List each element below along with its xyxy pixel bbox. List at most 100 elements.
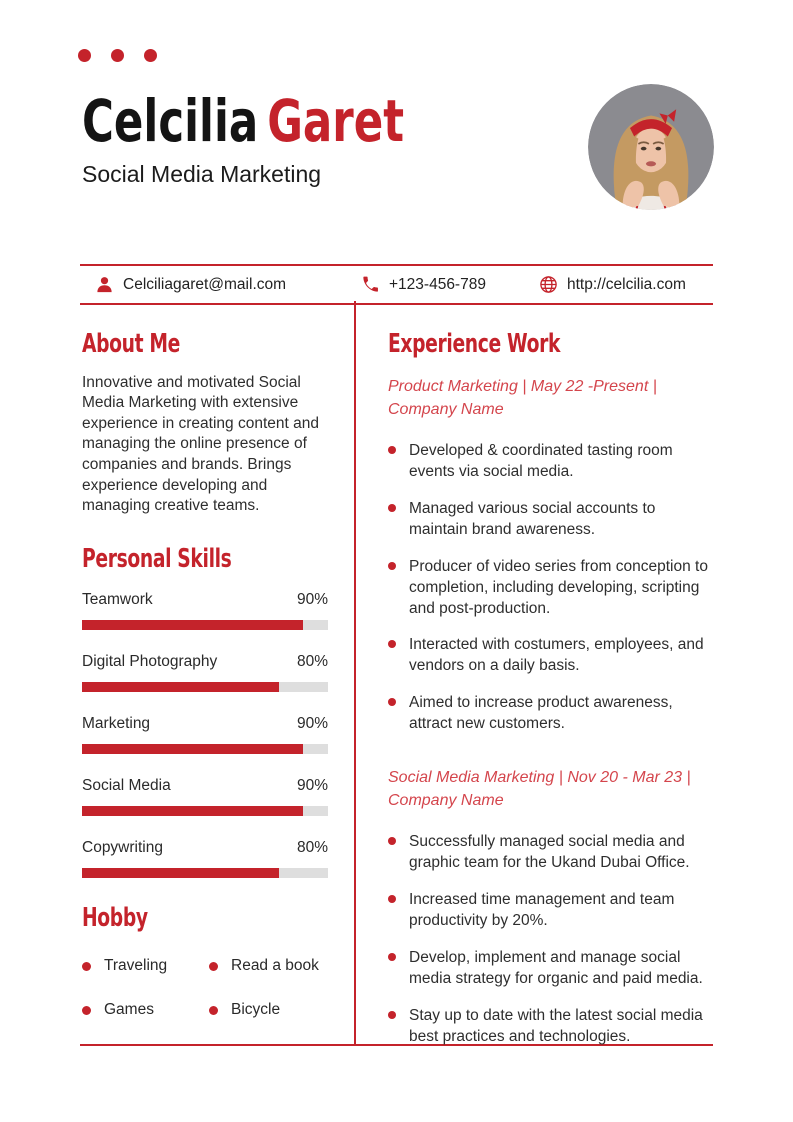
skill-label: Teamwork xyxy=(82,591,153,609)
contact-website[interactable]: http://celcilia.com xyxy=(539,266,686,303)
bullet-icon xyxy=(388,445,396,454)
skill-label: Digital Photography xyxy=(82,653,218,671)
job-bullets: Developed & coordinated tasting room eve… xyxy=(388,441,714,735)
about-section: About Me Innovative and motivated Social… xyxy=(82,329,332,517)
bullet-icon xyxy=(82,1005,91,1015)
hobby-section: Hobby Traveling Read a book xyxy=(82,903,332,1019)
bullet-icon xyxy=(388,640,396,649)
portrait-woman-red-headband-illustration xyxy=(588,84,714,210)
skill-label: Marketing xyxy=(82,715,151,733)
globe-icon xyxy=(540,276,557,293)
skill-progress-track xyxy=(82,620,328,631)
dot-icon xyxy=(144,49,157,62)
profile-photo xyxy=(588,84,714,210)
skill-percent: 90% xyxy=(296,777,328,795)
experience-title: Experience Work xyxy=(388,329,561,359)
left-column: About Me Innovative and motivated Social… xyxy=(82,329,332,1019)
skills-list: Teamwork 90% Digital Photography 80% xyxy=(82,591,332,879)
skill-label: Copywriting xyxy=(82,839,163,857)
job-bullet: Successfully managed social media and gr… xyxy=(388,832,714,874)
bullet-text: Managed various social accounts to maint… xyxy=(409,499,656,538)
contact-email[interactable]: Celciliagaret@mail.com xyxy=(95,266,286,303)
bullet-icon xyxy=(388,837,396,846)
column-divider xyxy=(354,301,356,1044)
skill-progress-track xyxy=(82,682,328,693)
skill-row: Teamwork 90% xyxy=(82,591,332,631)
bullet-icon xyxy=(209,1005,218,1015)
dot-icon xyxy=(78,49,91,62)
decorative-dots xyxy=(78,49,157,62)
job-bullet: Interacted with costumers, employees, an… xyxy=(388,635,714,677)
job-bullet: Developed & coordinated tasting room eve… xyxy=(388,441,714,483)
skill-row: Social Media 90% xyxy=(82,777,332,817)
hobby-label: Bicycle xyxy=(231,1001,281,1019)
bullet-icon xyxy=(388,953,396,962)
hobby-title: Hobby xyxy=(82,903,148,934)
content-columns: About Me Innovative and motivated Social… xyxy=(80,301,713,1046)
skill-row: Digital Photography 80% xyxy=(82,653,332,693)
skills-section: Personal Skills Teamwork 90% xyxy=(82,544,332,879)
bullet-text: Aimed to increase product awareness, att… xyxy=(409,694,673,733)
job-bullet: Increased time management and team produ… xyxy=(388,890,714,932)
bullet-text: Developed & coordinated tasting room eve… xyxy=(409,441,673,480)
phone-text: +123-456-789 xyxy=(389,275,486,293)
skill-progress-fill xyxy=(82,744,304,755)
about-title: About Me xyxy=(82,329,180,359)
person-name: Celcilia Garet xyxy=(82,92,511,151)
skill-progress-fill xyxy=(82,682,279,693)
skill-progress-track xyxy=(82,806,328,817)
skill-percent: 80% xyxy=(296,839,328,857)
hobby-item: Read a book xyxy=(209,957,332,975)
website-text: http://celcilia.com xyxy=(567,275,686,293)
bullet-icon xyxy=(388,1011,396,1020)
job-bullet: Develop, implement and manage social med… xyxy=(388,948,714,990)
dot-icon xyxy=(111,49,124,62)
skill-row: Copywriting 80% xyxy=(82,839,332,879)
job-meta: Product Marketing | May 22 -Present | Co… xyxy=(388,377,657,418)
bullet-text: Stay up to date with the latest social m… xyxy=(409,1007,703,1045)
hobby-item: Traveling xyxy=(82,957,209,975)
bullet-text: Interacted with costumers, employees, an… xyxy=(409,636,704,675)
skill-percent: 90% xyxy=(296,591,328,609)
last-name: Garet xyxy=(267,87,405,155)
bullet-text: Successfully managed social media and gr… xyxy=(409,833,690,872)
job-bullet: Managed various social accounts to maint… xyxy=(388,499,714,541)
first-name: Celcilia xyxy=(82,87,259,155)
hobby-item: Bicycle xyxy=(209,1001,332,1019)
skill-percent: 90% xyxy=(296,715,328,733)
contact-phone[interactable]: +123-456-789 xyxy=(361,266,486,303)
hobby-item: Games xyxy=(82,1001,209,1019)
job-bullet: Producer of video series from conception… xyxy=(388,557,714,620)
skills-title: Personal Skills xyxy=(82,543,232,574)
bullet-icon xyxy=(388,698,396,707)
bullet-icon xyxy=(388,895,396,904)
bullet-icon xyxy=(209,961,218,971)
phone-icon xyxy=(363,276,378,292)
hobby-label: Traveling xyxy=(104,957,168,975)
header-name-block: Celcilia Garet Social Media Marketing xyxy=(82,92,511,188)
job-meta: Social Media Marketing | Nov 20 - Mar 23… xyxy=(388,769,691,810)
bullet-icon xyxy=(82,961,91,971)
job-bullet: Stay up to date with the latest social m… xyxy=(388,1006,714,1048)
skill-label: Social Media xyxy=(82,777,171,795)
right-column: Experience Work Product Marketing | May … xyxy=(388,329,714,1064)
bullet-icon xyxy=(388,561,396,570)
skill-row: Marketing 90% xyxy=(82,715,332,755)
bullet-icon xyxy=(388,503,396,512)
job-bullets: Successfully managed social media and gr… xyxy=(388,832,714,1047)
hobby-list: Traveling Read a book Games xyxy=(82,957,332,1019)
email-text: Celciliagaret@mail.com xyxy=(123,275,287,293)
bullet-text: Producer of video series from conception… xyxy=(409,557,708,617)
about-text: Innovative and motivated Social Media Ma… xyxy=(82,373,319,515)
skill-progress-fill xyxy=(82,620,304,631)
bullet-text: Develop, implement and manage social med… xyxy=(409,949,703,988)
skill-progress-fill xyxy=(82,806,304,817)
hobby-label: Games xyxy=(104,1001,154,1019)
person-icon xyxy=(97,277,112,293)
job-title: Social Media Marketing xyxy=(82,161,322,187)
job-bullet: Aimed to increase product awareness, att… xyxy=(388,693,714,735)
hobby-label: Read a book xyxy=(231,957,319,975)
skill-progress-track xyxy=(82,744,328,755)
bullet-text: Increased time management and team produ… xyxy=(409,891,675,930)
